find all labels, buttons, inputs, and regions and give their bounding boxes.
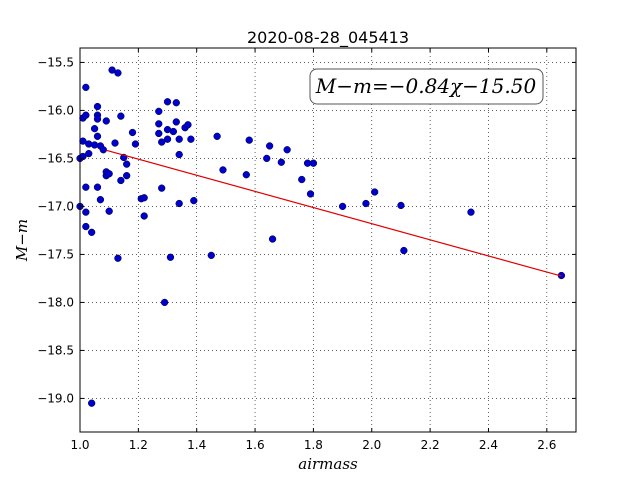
data-point	[277, 158, 285, 166]
data-point	[111, 139, 119, 147]
data-point	[397, 201, 405, 210]
x-tick-label: 2.2	[421, 438, 440, 452]
x-tick-label: 1.4	[187, 438, 206, 452]
data-point	[309, 159, 318, 167]
axis-ticks: 1.0 1.2 1.4 1.6 1.8 2.0 2.2 2.4 2.6 −15.5 −16.0 −16…	[37, 48, 576, 452]
y-tick-label: −17.5	[37, 247, 74, 261]
y-tick-label: −18.0	[37, 295, 74, 309]
data-point	[105, 207, 113, 215]
data-point	[99, 146, 107, 154]
y-tick-label: −19.0	[37, 391, 74, 405]
data-point	[117, 176, 125, 185]
data-point	[362, 199, 370, 208]
data-point	[338, 202, 347, 211]
data-point	[131, 140, 140, 148]
data-point	[128, 128, 137, 137]
data-point	[82, 111, 90, 119]
data-point	[163, 98, 172, 106]
data-point	[219, 166, 227, 174]
x-tick-label: 1.8	[304, 438, 323, 452]
data-point	[213, 132, 221, 140]
x-axis-label: airmass	[298, 455, 358, 473]
y-tick-label: −16.0	[37, 103, 74, 117]
data-point	[242, 171, 250, 179]
y-tick-label: −18.5	[37, 343, 74, 357]
data-point	[265, 142, 274, 150]
data-point	[90, 124, 99, 133]
data-point	[190, 196, 198, 205]
data-point	[93, 102, 102, 111]
grid-lines	[79, 48, 576, 432]
fit-equation-text: M−m=−0.84χ−15.50	[315, 74, 537, 98]
data-point	[187, 135, 195, 143]
y-tick-label: −17.0	[37, 199, 74, 213]
data-point	[82, 183, 90, 191]
data-point	[306, 190, 315, 198]
data-point	[117, 112, 125, 120]
data-point	[268, 235, 277, 243]
data-point	[172, 118, 180, 126]
y-tick-label: −16.5	[37, 151, 74, 165]
data-point	[298, 175, 306, 184]
data-point	[175, 135, 183, 143]
fit-equation-box: M−m=−0.84χ−15.50	[309, 68, 544, 105]
data-point	[88, 399, 96, 407]
x-tick-label: 1.6	[246, 438, 265, 452]
data-point	[105, 170, 113, 178]
data-point	[114, 69, 122, 77]
data-point	[123, 160, 131, 168]
data-point	[102, 117, 110, 125]
x-tick-label: 2.6	[537, 438, 556, 452]
data-point	[88, 228, 96, 236]
data-point	[155, 107, 163, 116]
data-point	[371, 188, 379, 196]
data-point	[467, 208, 475, 216]
data-point	[245, 136, 253, 144]
data-point	[158, 138, 166, 146]
data-point	[175, 150, 183, 159]
y-tick-label: −15.5	[37, 55, 74, 69]
x-tick-label: 2.0	[362, 438, 381, 452]
data-point	[160, 298, 169, 307]
x-tick-label: 2.4	[479, 438, 498, 452]
fit-line	[106, 149, 562, 277]
data-point	[93, 183, 102, 191]
data-point	[85, 149, 93, 158]
data-point	[82, 83, 90, 92]
data-point	[140, 194, 148, 202]
data-point	[96, 196, 105, 204]
y-axis-label: M−m	[13, 219, 31, 262]
data-point	[158, 184, 166, 192]
fit-line-layer	[106, 149, 562, 277]
data-point	[93, 115, 102, 123]
x-tick-label: 1.0	[70, 438, 89, 452]
data-point	[82, 222, 90, 231]
data-point	[172, 99, 180, 107]
data-point	[163, 135, 172, 143]
data-point	[207, 251, 215, 260]
x-tick-label: 1.2	[129, 438, 148, 452]
plot-frame	[79, 47, 577, 433]
data-point	[263, 154, 271, 163]
data-point	[93, 132, 102, 140]
data-point	[140, 212, 148, 220]
data-point	[155, 129, 163, 138]
chart-title: 2020-08-28_045413	[247, 28, 409, 48]
data-point	[123, 172, 131, 180]
data-point	[184, 121, 192, 129]
data-points	[76, 66, 566, 407]
data-point	[175, 199, 183, 208]
data-point	[169, 127, 178, 136]
data-point	[114, 254, 122, 262]
data-point	[108, 66, 116, 74]
data-point	[166, 253, 175, 261]
data-point	[400, 246, 408, 255]
data-point	[283, 146, 291, 154]
data-point	[82, 208, 90, 216]
data-point	[155, 120, 163, 128]
